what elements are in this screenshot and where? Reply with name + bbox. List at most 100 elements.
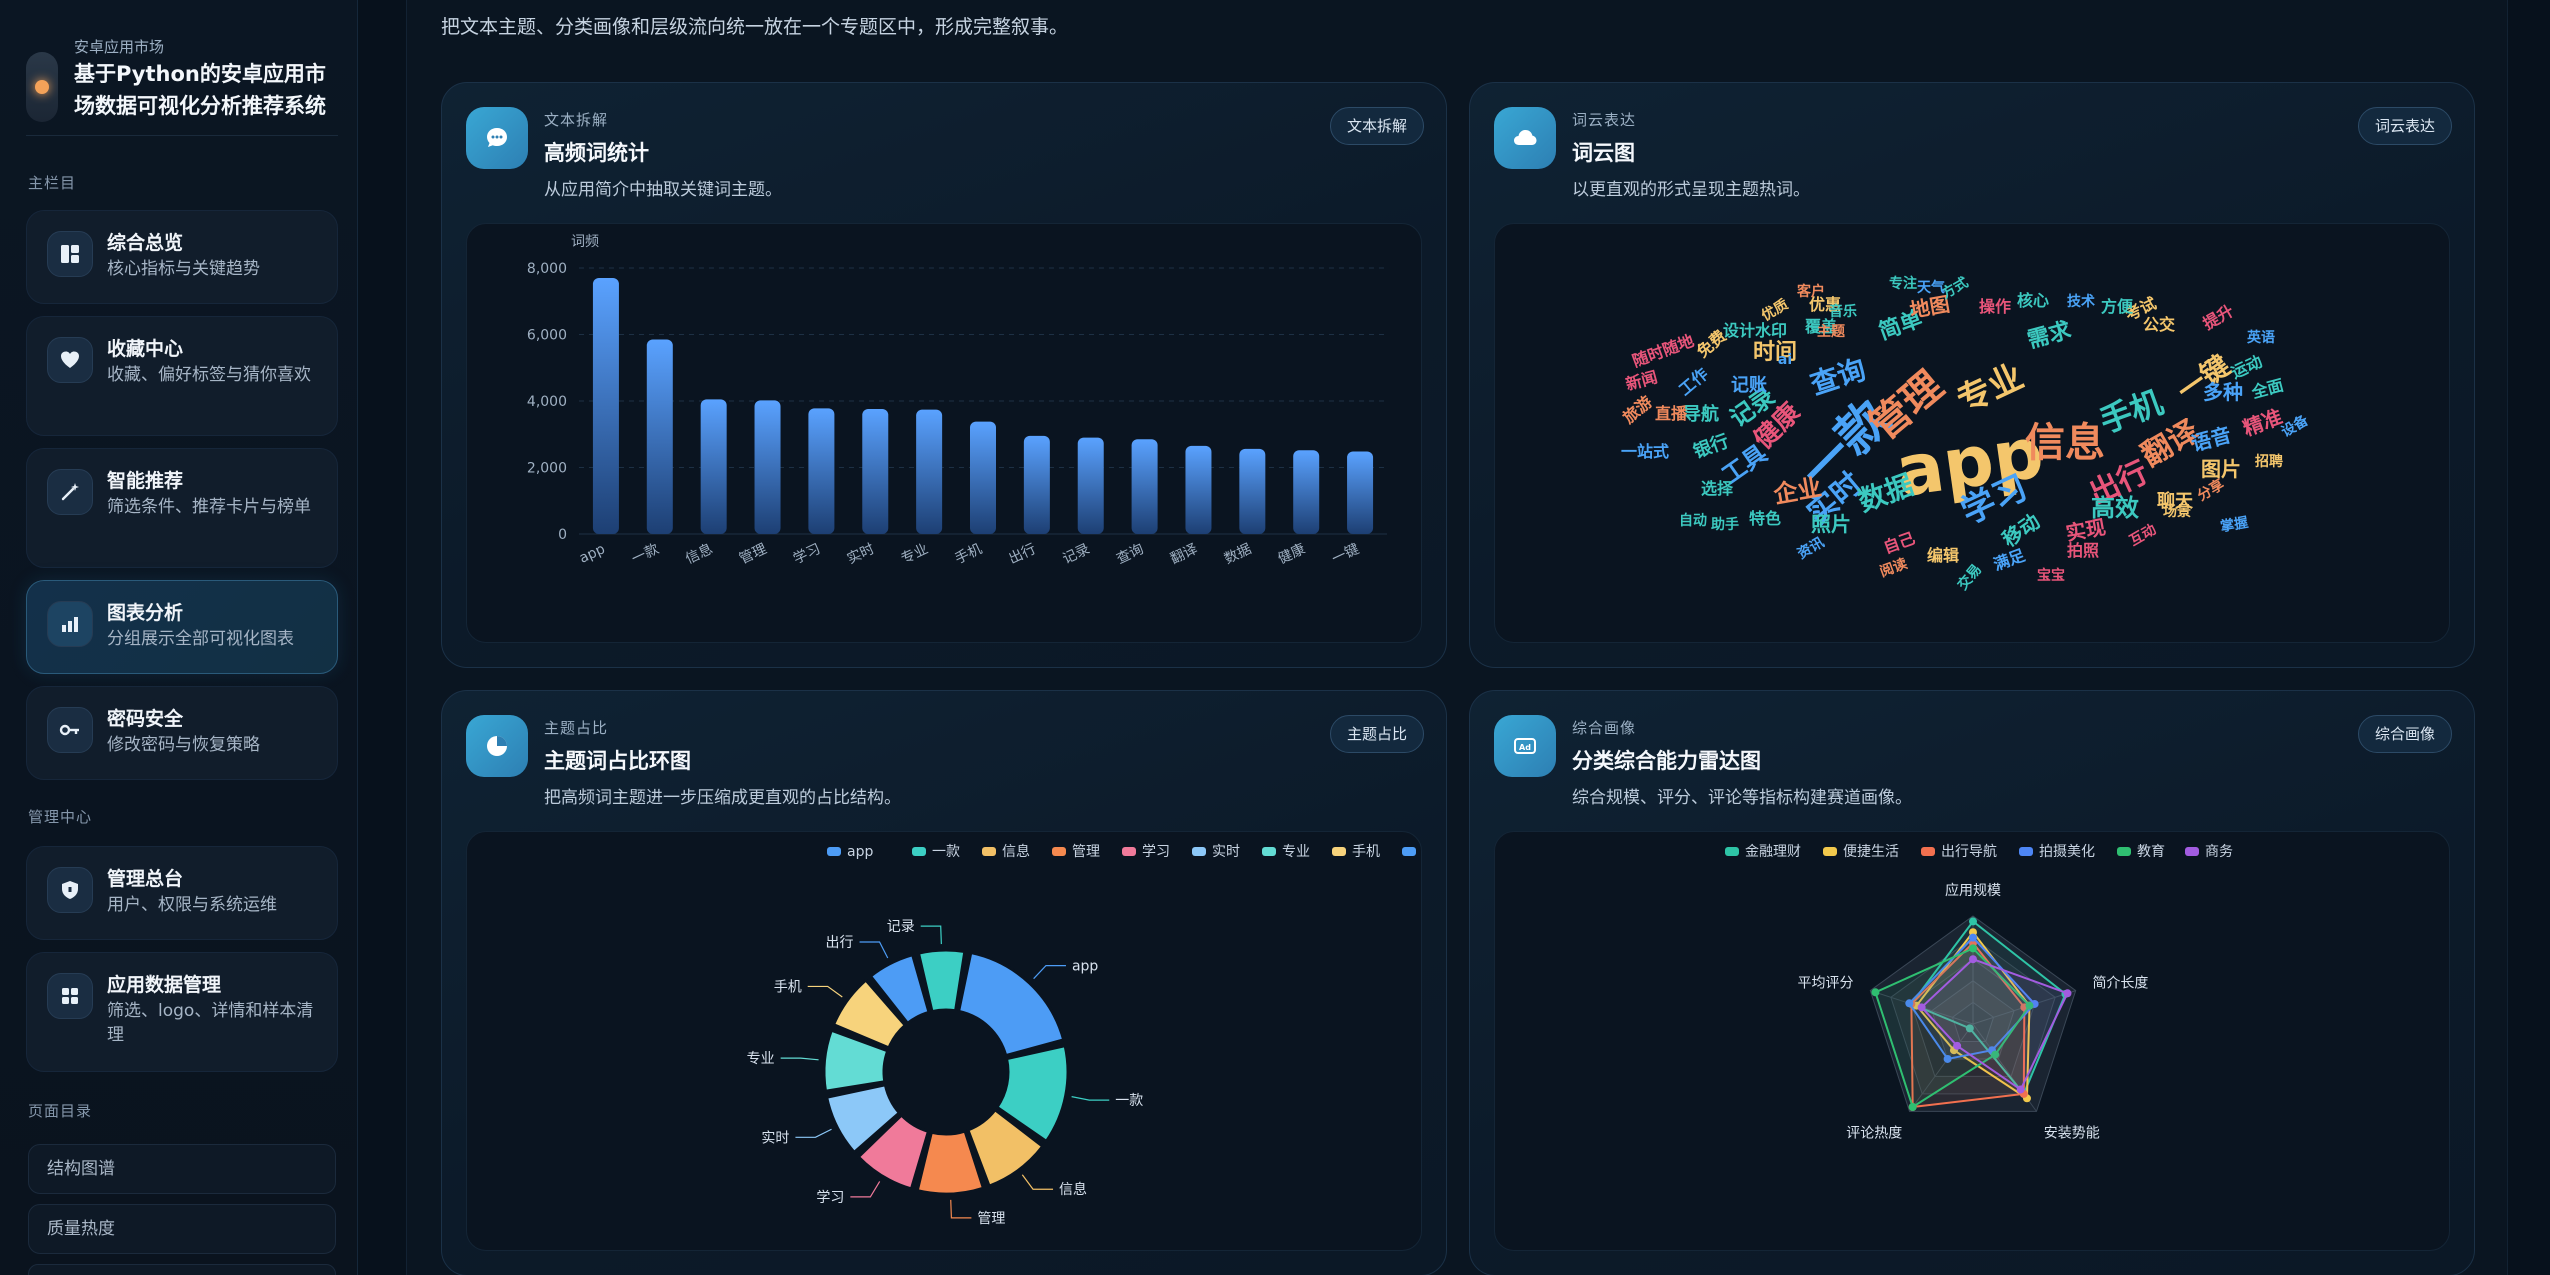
card-description: 以更直观的形式呈现主题热词。 xyxy=(1572,180,1810,200)
brand-subtitle: 安卓应用市场 xyxy=(74,38,165,56)
sidebar-item-overview[interactable]: 综合总览 核心指标与关键趋势 xyxy=(26,210,338,304)
cloud-word: 信息 xyxy=(2025,420,2105,466)
cloud-word: 互动 xyxy=(2126,521,2159,550)
y-tick-label: 0 xyxy=(558,527,567,543)
slice-label: 实时 xyxy=(761,1130,789,1146)
cloud-word: 银行 xyxy=(1690,430,1731,463)
cloud-word: 阅读 xyxy=(1877,555,1909,581)
legend-label: app xyxy=(847,844,873,860)
radar-point xyxy=(2025,1001,2034,1010)
cloud-word: 自己 xyxy=(1881,528,1918,557)
nav-title: 应用数据管理 xyxy=(107,974,222,996)
cloud-word: 场景 xyxy=(2163,504,2191,520)
slice-label: app xyxy=(1072,959,1098,975)
donut-chart-container: app一款信息管理学习实时专业手机出行记录app一款信息管理学习实时专业手机出行… xyxy=(466,831,1422,1251)
card-title: 词云图 xyxy=(1572,141,1635,165)
ad-badge-icon: Ad xyxy=(1494,715,1556,777)
legend-swatch xyxy=(1402,847,1416,856)
nav-desc: 收藏、偏好标签与猜你喜欢 xyxy=(107,365,311,385)
toc-item-partial[interactable] xyxy=(28,1264,336,1275)
cloud-word: 直播 xyxy=(1655,404,1688,423)
legend-swatch xyxy=(1921,847,1935,856)
sidebar-item-charts[interactable]: 图表分析 分组展示全部可视化图表 xyxy=(26,580,338,674)
y-axis-label: 词频 xyxy=(571,234,599,250)
nav-desc: 核心指标与关键趋势 xyxy=(107,259,260,279)
cloud-word: 新闻 xyxy=(1624,367,1660,394)
cloud-word: 专注 xyxy=(1889,275,1917,292)
leader-line xyxy=(807,985,843,998)
bar-手机 xyxy=(970,421,996,534)
leader-line xyxy=(780,1057,819,1061)
card-tag[interactable]: 词云表达 xyxy=(2357,107,2452,145)
card-kicker: 主题占比 xyxy=(544,719,609,737)
toc-item-quality[interactable]: 质量热度 xyxy=(28,1204,336,1254)
bar-信息 xyxy=(700,399,727,534)
slice-label: 学习 xyxy=(816,1190,844,1206)
toc-section-label: 页面目录 xyxy=(28,1102,93,1120)
cloud-word: 主题 xyxy=(1817,323,1846,340)
cloud-word: 客户 xyxy=(1796,283,1825,300)
legend-label: 管理 xyxy=(1072,844,1100,860)
x-tick-label: 信息 xyxy=(683,540,716,567)
card-tag[interactable]: 主题占比 xyxy=(1329,715,1424,753)
cloud-word: 精准 xyxy=(2240,404,2286,440)
card-kicker: 综合画像 xyxy=(1572,719,1637,737)
nav-title: 综合总览 xyxy=(107,232,184,254)
cloud-word: 助手 xyxy=(1711,516,1739,533)
chat-bubble-icon xyxy=(466,107,528,169)
toc-item-structure[interactable]: 结构图谱 xyxy=(28,1144,336,1194)
leader-line xyxy=(1071,1096,1110,1101)
y-tick-label: 6,000 xyxy=(527,328,567,344)
bar-查询 xyxy=(1131,439,1158,534)
card-tag[interactable]: 文本拆解 xyxy=(1329,107,1424,145)
radar-point xyxy=(1917,1003,1926,1012)
legend-swatch xyxy=(827,847,841,856)
legend-label: 便捷生活 xyxy=(1843,844,1899,860)
cloud-word: 技术 xyxy=(2067,293,2095,310)
card-tag[interactable]: 综合画像 xyxy=(2357,715,2452,753)
slice-label: 一款 xyxy=(1115,1093,1143,1109)
legend-label: 出行导航 xyxy=(1941,844,1997,860)
cloud-word: 记账 xyxy=(1731,375,1767,396)
legend-label: 商务 xyxy=(2205,844,2233,860)
sidebar-item-recommend[interactable]: 智能推荐 筛选条件、推荐卡片与榜单 xyxy=(26,448,338,568)
donut-slice-记录 xyxy=(916,948,967,1014)
cloud-word: 编辑 xyxy=(1927,546,1959,565)
sidebar-item-app-data[interactable]: 应用数据管理 筛选、logo、详情和样本清理 xyxy=(26,952,338,1072)
card-kicker: 文本拆解 xyxy=(544,111,609,129)
radar-point xyxy=(1943,1054,1952,1063)
x-tick-label: 手机 xyxy=(953,541,985,567)
radar-point xyxy=(1965,1024,1974,1033)
cloud-word: 满足 xyxy=(1991,545,2029,574)
legend-label: 学习 xyxy=(1142,844,1170,860)
donut-slice-出行 xyxy=(868,953,931,1025)
nav-title: 图表分析 xyxy=(107,602,184,624)
radar-point xyxy=(2016,1085,2025,1094)
cloud-word: 运动 xyxy=(2228,352,2265,383)
cloud-word: 核心 xyxy=(2017,291,2049,310)
main-content: 把文本主题、分类画像和层级流向统一放在一个专题区中，形成完整叙事。 文本拆解 高… xyxy=(406,0,2508,1275)
card-word-cloud: 词云表达 词云图 以更直观的形式呈现主题热词。 词云表达 app 一款 信息 管理 专业… xyxy=(1469,82,2475,668)
sidebar-item-password[interactable]: 密码安全 修改密码与恢复策略 xyxy=(26,686,338,780)
sidebar-item-admin[interactable]: 管理总台 用户、权限与系统运维 xyxy=(26,846,338,940)
x-tick-label: 数据 xyxy=(1222,541,1254,567)
slice-label: 出行 xyxy=(826,935,854,951)
apps-icon xyxy=(47,973,93,1019)
sidebar-item-favorites[interactable]: 收藏中心 收藏、偏好标签与猜你喜欢 xyxy=(26,316,338,436)
radar-indicator-label: 简介长度 xyxy=(2092,975,2148,992)
radar-point xyxy=(1953,1041,1962,1050)
cloud-word: 选择 xyxy=(1701,479,1734,498)
legend-swatch xyxy=(1052,847,1066,856)
card-title: 主题词占比环图 xyxy=(544,749,691,773)
donut-chart: app一款信息管理学习实时专业手机出行记录app一款信息管理学习实时专业手机出行… xyxy=(747,843,1416,1227)
nav-desc: 修改密码与恢复策略 xyxy=(107,735,260,755)
cloud-word: 照片 xyxy=(1811,512,1851,536)
nav-desc: 用户、权限与系统运维 xyxy=(107,895,277,915)
radar-indicator-label: 应用规模 xyxy=(1945,882,2001,899)
slice-label: 专业 xyxy=(747,1051,775,1067)
donut-slice-app xyxy=(957,951,1066,1058)
nav-title: 收藏中心 xyxy=(107,338,184,360)
card-description: 综合规模、评分、评论等指标构建赛道画像。 xyxy=(1572,788,1912,808)
card-title: 分类综合能力雷达图 xyxy=(1572,749,1761,773)
